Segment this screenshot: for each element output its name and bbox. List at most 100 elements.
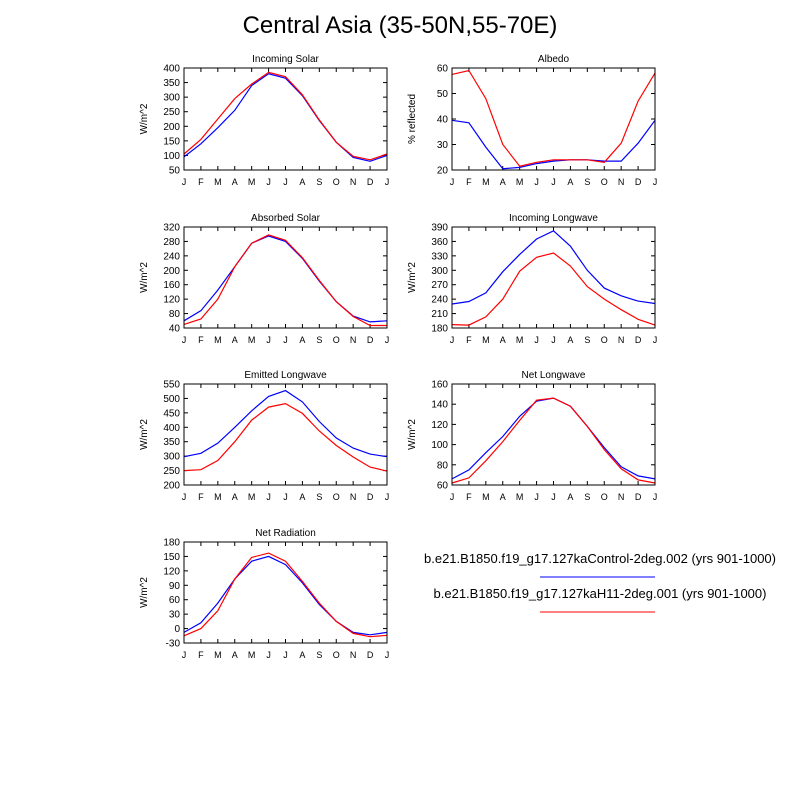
x-tick-label: J [385,335,390,345]
x-tick-label: J [283,650,288,660]
x-tick-label: O [601,335,608,345]
y-tick-label: 450 [163,408,180,419]
x-tick-label: F [198,335,204,345]
y-tick-label: 80 [169,309,181,320]
x-tick-label: D [367,177,374,187]
y-tick-label: 270 [431,280,448,291]
y-tick-label: 390 [431,223,448,234]
x-tick-label: M [248,335,256,345]
y-tick-label: 100 [431,440,448,451]
x-tick-label: M [214,335,222,345]
x-tick-label: J [385,177,390,187]
x-tick-label: M [516,335,524,345]
x-tick-label: A [500,335,506,345]
y-axis-label: W/m^2 [139,103,150,134]
x-tick-label: O [333,492,340,502]
y-tick-label: 0 [174,624,180,635]
y-tick-label: 150 [163,136,180,147]
plot-frame [451,226,656,329]
legend-label-control: b.e21.B1850.f19_g17.127kaControl-2deg.00… [424,551,776,566]
x-tick-label: O [333,335,340,345]
x-tick-label: A [567,492,573,502]
x-tick-label: J [266,650,271,660]
x-tick-label: N [618,177,625,187]
x-tick-label: J [283,492,288,502]
series-line-control [451,230,656,305]
series-line-control [183,235,388,323]
y-tick-label: 240 [163,251,180,262]
y-tick-label: 120 [163,295,180,306]
x-tick-label: J [534,177,539,187]
series-line-h11 [451,397,656,484]
legend [540,576,655,613]
x-tick-label: S [316,492,322,502]
x-tick-label: J [283,177,288,187]
x-tick-label: J [450,177,455,187]
series-line-h11 [183,234,387,327]
y-tick-label: 50 [169,166,181,177]
y-tick-label: 40 [169,324,181,335]
y-tick-label: 60 [437,481,449,492]
y-tick-label: 320 [163,223,180,234]
x-tick-label: D [367,650,374,660]
y-tick-label: 20 [437,166,449,177]
y-tick-label: 160 [431,380,448,391]
y-tick-label: 60 [169,595,181,606]
panel-title: Incoming Longwave [509,213,598,224]
y-tick-label: 280 [163,237,180,248]
x-tick-label: O [333,177,340,187]
y-tick-label: 120 [431,420,448,431]
y-tick-label: 360 [431,237,448,248]
x-tick-label: A [299,177,305,187]
x-tick-label: A [299,335,305,345]
y-tick-label: 500 [163,394,180,405]
x-tick-label: N [350,335,357,345]
x-tick-label: A [500,177,506,187]
series-line-control [451,119,656,170]
x-tick-label: D [635,335,642,345]
x-tick-label: J [551,335,556,345]
panel-title: Albedo [538,54,570,65]
x-tick-label: J [534,492,539,502]
x-tick-label: F [466,335,472,345]
y-tick-label: 350 [163,78,180,89]
panel-title: Net Longwave [522,370,586,381]
x-tick-label: A [299,650,305,660]
y-tick-label: 210 [431,309,448,320]
series-line-control [183,73,388,162]
x-tick-label: N [350,492,357,502]
y-tick-label: 400 [163,64,180,75]
x-tick-label: N [618,335,625,345]
panel-title: Incoming Solar [252,54,319,65]
x-tick-label: S [584,335,590,345]
y-tick-label: 550 [163,380,180,391]
y-tick-label: 30 [437,140,449,151]
plot-frame [183,67,388,171]
x-tick-label: M [516,492,524,502]
x-tick-label: A [567,335,573,345]
x-tick-label: J [551,492,556,502]
x-tick-label: D [367,335,374,345]
panel-title: Net Radiation [255,528,316,539]
figure-title: Central Asia (35-50N,55-70E) [242,12,558,39]
y-tick-label: 350 [163,437,180,448]
series-line-control [183,389,388,458]
y-tick-label: 250 [163,107,180,118]
x-tick-label: D [635,177,642,187]
y-tick-label: 200 [163,266,180,277]
x-tick-label: M [482,335,490,345]
x-tick-label: A [299,492,305,502]
x-tick-label: N [350,650,357,660]
x-tick-label: S [316,650,322,660]
x-tick-label: A [232,177,238,187]
x-tick-label: J [283,335,288,345]
plot-frame [451,67,656,171]
y-tick-label: 200 [163,481,180,492]
x-tick-label: J [266,335,271,345]
x-tick-label: J [385,650,390,660]
x-tick-label: A [232,335,238,345]
panel-title: Emitted Longwave [244,370,327,381]
y-tick-label: 180 [431,324,448,335]
